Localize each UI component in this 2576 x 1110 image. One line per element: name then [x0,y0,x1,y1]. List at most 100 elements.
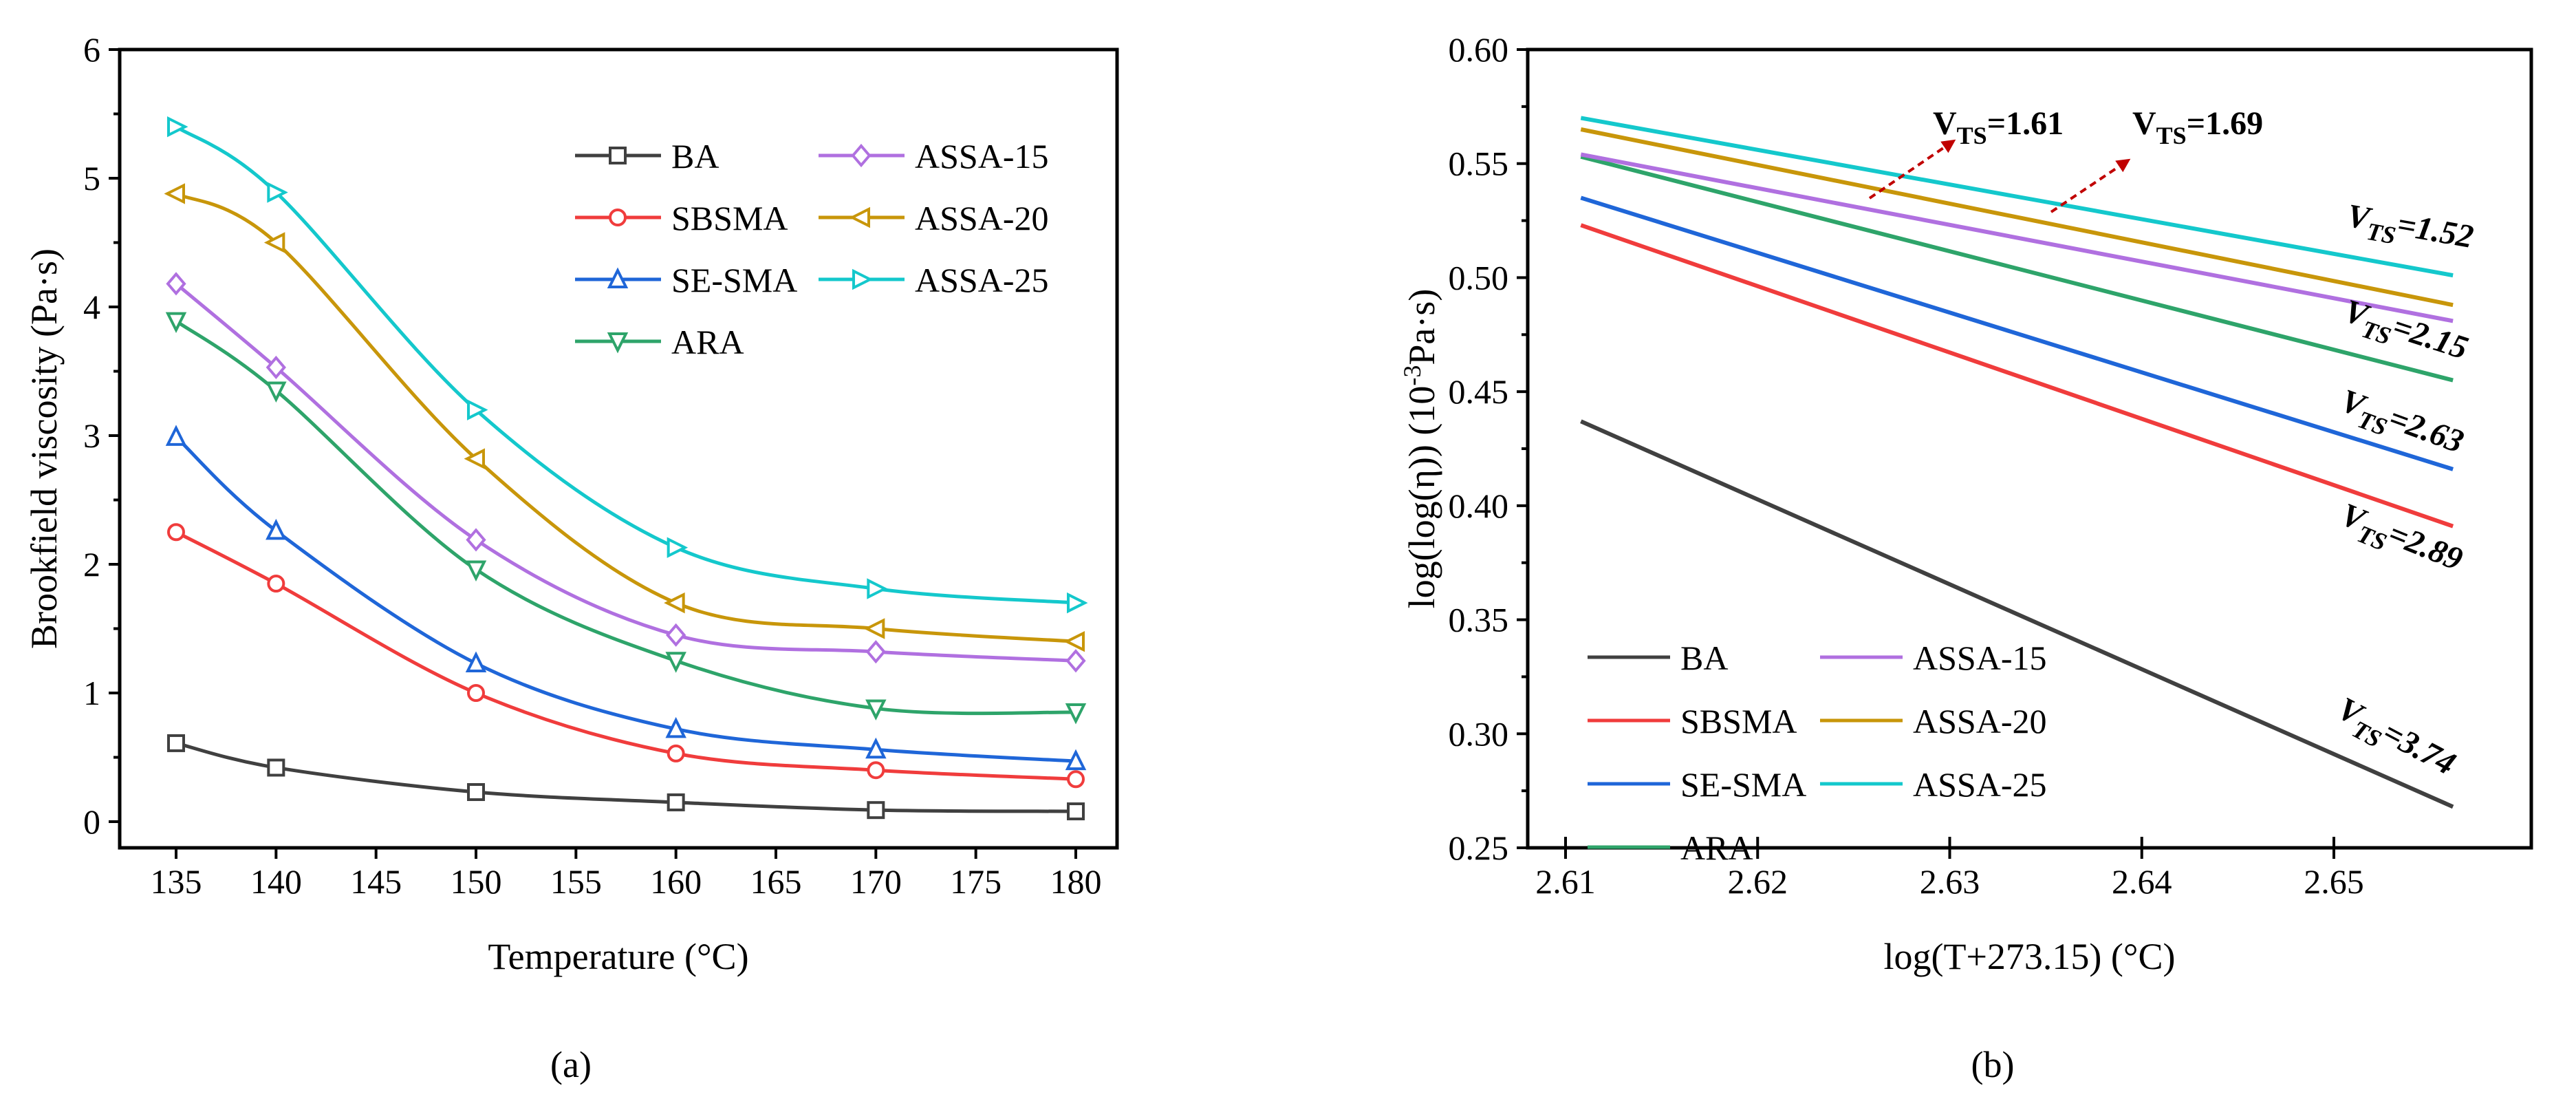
marker-diamond [266,355,286,379]
legend-label: BA [1680,639,1728,677]
y-tick-label: 3 [83,416,100,455]
x-tick-label: 145 [350,862,402,901]
y-tick-label: 1 [83,674,100,712]
legend-item: ASSA-25 [819,261,1048,299]
marker-square [609,147,627,164]
marker-diamond [865,640,886,664]
vts-annotation: VTS=3.74 [2328,690,2462,789]
y-tick-label: 0.30 [1449,714,1509,753]
legend: BA SBSMA SE-SMA ARA ASSA-15 ASSA-20 ASSA-25 [575,137,1048,361]
x-axis-title: Temperature (°C) [488,936,748,977]
x-tick-label: 2.61 [1535,862,1596,901]
marker-triangle-down [266,381,287,403]
series-assa-15 [166,272,1086,673]
marker-triangle-left [664,592,685,614]
marker-triangle-right [467,399,488,420]
marker-triangle-up [465,651,487,672]
x-tick-label: 175 [950,862,1002,901]
y-tick-label: 4 [83,288,100,326]
series-line-ba [1580,419,2454,809]
y-tick-label: 0.50 [1449,258,1509,297]
legend-item: ASSA-20 [819,199,1048,237]
marker-square [667,793,685,811]
marker-circle [1067,770,1085,789]
y-tick-label: 0.25 [1449,829,1509,867]
arrow-annotation [2050,158,2131,213]
legend-label: SE-SMA [671,261,797,299]
marker-triangle-left [164,183,185,204]
x-tick-label: 155 [550,862,602,901]
x-tick-label: 2.64 [2112,862,2172,901]
marker-circle [609,209,627,226]
series-ba [167,734,1085,821]
marker-triangle-right [267,182,288,203]
series-assa-20 [164,183,1085,652]
legend-label: SBSMA [671,199,788,237]
y-tick-label: 6 [83,30,100,69]
marker-triangle-up [165,425,187,446]
vts-annotation: VTS=1.61 [1933,105,2064,149]
x-tick-label: 140 [250,862,302,901]
x-tick-label: 150 [451,862,502,901]
marker-square [167,734,185,752]
x-tick-label: 2.63 [1920,862,1980,901]
y-tick-label: 0.45 [1449,372,1509,411]
legend-item: ASSA-25 [1820,765,2046,804]
series-se-sma [165,425,1087,771]
marker-square [1067,802,1085,821]
marker-diamond [1065,649,1086,673]
series-sbsma [167,523,1085,789]
legend-label: SBSMA [1680,702,1797,740]
chart-b-log-log-viscosity: 2.61 2.62 2.63 2.64 2.65 0.25 0.30 0.35 0.40 0.45… [1398,30,2533,1085]
series-line-se-sma [1580,195,2454,471]
marker-diamond [166,272,186,296]
marker-triangle-down [607,332,629,354]
legend-label: ASSA-25 [1913,765,2046,804]
y-tick-label: 0.40 [1449,487,1509,525]
legend-item: ASSA-15 [819,137,1048,175]
legend-label: ASSA-20 [915,199,1048,237]
marker-triangle-left [263,232,285,253]
marker-circle [667,744,685,762]
marker-triangle-up [865,737,887,759]
marker-circle [467,684,485,702]
x-tick-label: 135 [151,862,202,901]
panel-label-b: (b) [1971,1044,2015,1085]
marker-diamond [851,143,872,168]
x-tick-label: 165 [750,862,802,901]
series-line [175,125,1076,605]
y-tick-label: 2 [83,545,100,584]
arrow-annotation [1868,139,1956,200]
marker-triangle-right [167,116,188,138]
vts-annotation: VTS=1.69 [2132,105,2263,149]
marker-square [267,758,285,777]
legend-item: ARA [1588,829,1753,867]
legend-label: BA [671,137,719,175]
legend-item: ASSA-20 [1820,702,2046,740]
marker-triangle-down [465,560,487,581]
panel-label-a: (a) [550,1044,592,1085]
y-axis-title: log(log(η)) (10-3Pa·s) [1398,289,1442,609]
series-assa-25 [167,116,1088,614]
marker-square [867,801,885,820]
series-line-sbsma [1580,223,2454,529]
legend-label: ARA [671,323,744,361]
x-axis-title: log(T+273.15) (°C) [1884,936,2176,977]
x-tick-label: 170 [850,862,902,901]
legend-item: BA [575,137,719,175]
marker-triangle-right [667,537,689,558]
legend-label: ASSA-20 [1913,702,2046,740]
legend-label: ASSA-25 [915,261,1048,299]
marker-triangle-up [266,518,287,540]
legend-label: ASSA-15 [1913,639,2046,677]
y-tick-label: 0 [83,802,100,841]
plot-frame [118,47,1119,850]
x-tick-label: 2.62 [1728,862,1788,901]
marker-triangle-left [464,448,485,469]
x-tick-label: 160 [650,862,702,901]
marker-triangle-left [849,206,870,228]
legend-item: SBSMA [575,199,788,237]
legend-label: ASSA-15 [915,137,1048,175]
marker-diamond [466,528,486,552]
